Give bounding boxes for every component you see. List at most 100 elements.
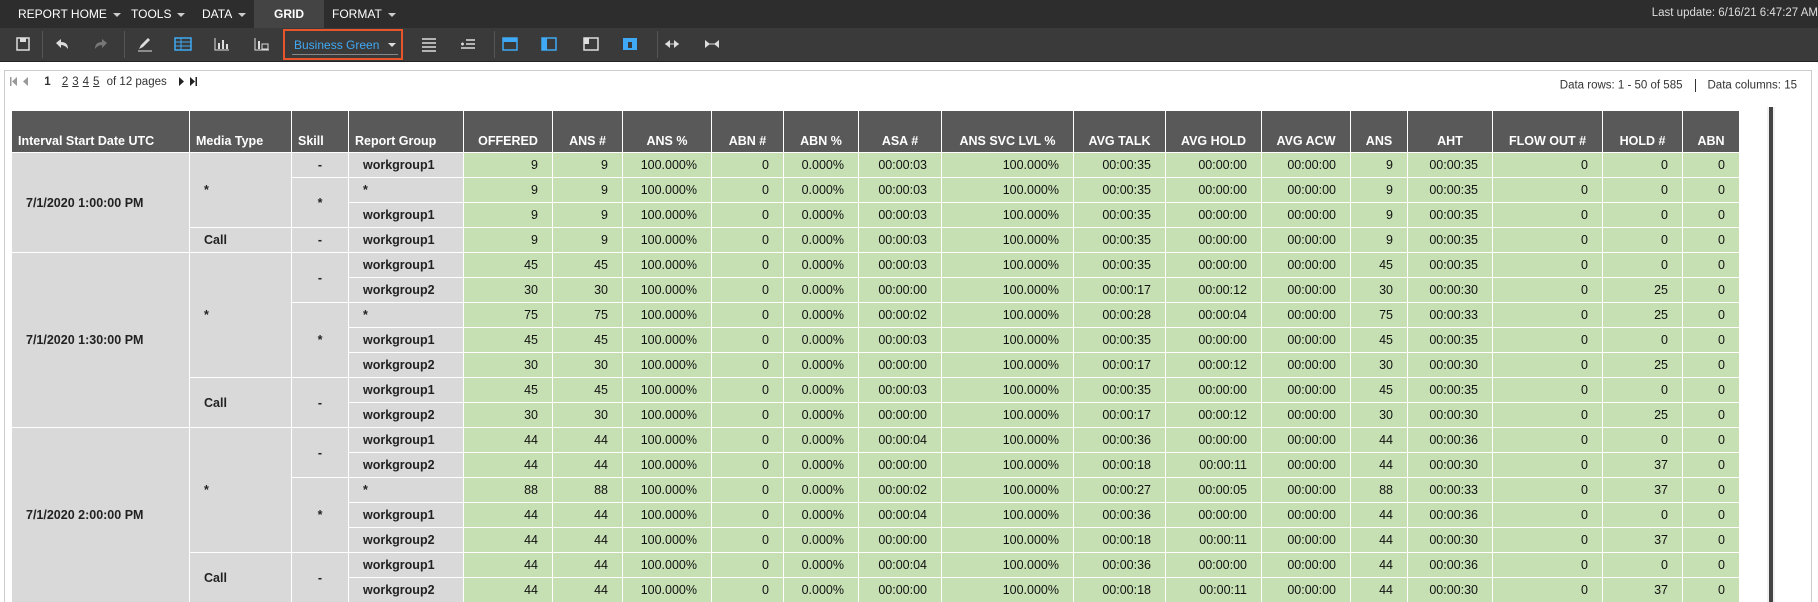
value-cell: 00:00:00 [1261,152,1351,178]
value-cell: 0 [1492,252,1603,278]
column-header[interactable]: Skill [291,110,349,153]
report-group-cell: workgroup1 [348,152,464,178]
value-cell: 00:00:03 [858,252,942,278]
grid-chart-button[interactable] [251,34,273,54]
lock-button[interactable] [619,34,641,54]
undo-button[interactable] [51,34,73,54]
page-link[interactable]: 3 [72,76,79,88]
value-cell: 00:00:18 [1073,527,1166,553]
value-cell: 0 [1492,302,1603,328]
column-header[interactable]: AVG HOLD [1165,110,1262,153]
value-cell: 00:00:00 [1261,477,1351,503]
column-header[interactable]: FLOW OUT # [1492,110,1603,153]
column-header[interactable]: HOLD # [1602,110,1683,153]
grid-view-button[interactable] [172,34,194,54]
value-cell: 00:00:17 [1073,402,1166,428]
value-cell: 0 [1492,427,1603,453]
menu-label: TOOLS [131,7,172,21]
page-link[interactable]: 2 [61,76,69,88]
expand-button[interactable] [661,34,683,54]
value-cell: 44 [1350,577,1408,602]
column-header[interactable]: OFFERED [463,110,553,153]
header-row-button[interactable] [499,34,521,54]
value-cell: 00:00:18 [1073,452,1166,478]
value-cell: 25 [1602,277,1683,303]
chart-view-button[interactable] [211,34,233,54]
column-header[interactable]: ASA # [858,110,942,153]
skill-cell: - [291,427,349,478]
page-link[interactable]: 5 [93,76,100,88]
pager-first-prev[interactable] [9,76,41,87]
pager-next-last[interactable] [176,76,206,87]
report-group-cell: workgroup2 [348,452,464,478]
value-cell: 00:00:36 [1407,552,1493,578]
theme-label: Business Green [294,38,380,52]
column-header[interactable]: AHT [1407,110,1493,153]
column-header[interactable]: ANS # [552,110,623,153]
grid-row: workgroup2 30 30 100.000% 0 0.000% 00:00:00 100… [12,402,1740,428]
page-link[interactable]: 4 [82,76,90,88]
value-cell: 0 [711,502,784,528]
menu-grid[interactable]: GRID [254,0,324,28]
value-cell: 0 [1492,277,1603,303]
value-cell: 00:00:35 [1407,202,1493,228]
value-cell: 00:00:28 [1073,302,1166,328]
column-header[interactable]: ABN [1682,110,1740,153]
value-cell: 0 [711,452,784,478]
separator [124,31,125,58]
value-cell: 0.000% [783,452,859,478]
value-cell: 44 [463,577,553,602]
column-header[interactable]: Interval Start Date UTC [11,110,190,153]
insert-button[interactable] [457,34,479,54]
value-cell: 100.000% [941,477,1074,503]
value-cell: 100.000% [622,577,712,602]
value-cell: 00:00:02 [858,477,942,503]
menu-format[interactable]: FORMAT [322,0,406,28]
menu-data[interactable]: DATA [192,0,256,28]
value-cell: 0.000% [783,527,859,553]
menu-report-home[interactable]: REPORT HOME [8,0,131,28]
value-cell: 0 [1602,252,1683,278]
column-header[interactable]: ABN % [783,110,859,153]
value-cell: 00:00:05 [1165,477,1262,503]
value-cell: 9 [1350,177,1408,203]
value-cell: 0 [1682,477,1740,503]
column-header[interactable]: ABN # [711,110,784,153]
value-cell: 9 [463,227,553,253]
value-cell: 0 [711,427,784,453]
value-cell: 0.000% [783,352,859,378]
column-header[interactable]: Media Type [189,110,292,153]
report-grid: Interval Start Date UTC Media Type Skill Re… [11,110,1740,602]
value-cell: 100.000% [941,527,1074,553]
value-cell: 00:00:35 [1407,377,1493,403]
menu-tools[interactable]: TOOLS [121,0,195,28]
value-cell: 00:00:00 [1165,377,1262,403]
value-cell: 30 [552,402,623,428]
collapse-button[interactable] [701,34,723,54]
value-cell: 0 [1602,327,1683,353]
column-header[interactable]: Report Group [348,110,464,153]
save-button[interactable] [12,34,34,54]
column-header[interactable]: ANS % [622,110,712,153]
report-group-cell: * [348,302,464,328]
merge-button[interactable] [580,34,602,54]
column-header[interactable]: ANS SVC LVL % [941,110,1074,153]
value-cell: 0 [711,277,784,303]
value-cell: 0 [1492,477,1603,503]
header-col-button[interactable] [538,34,560,54]
outline-button[interactable] [418,34,440,54]
column-header[interactable]: AVG TALK [1073,110,1166,153]
report-group-cell: * [348,177,464,203]
value-cell: 0 [1492,152,1603,178]
value-cell: 9 [463,152,553,178]
value-cell: 30 [463,402,553,428]
pager-current[interactable]: 1 [44,76,51,88]
edit-button[interactable] [134,34,156,54]
redo-button[interactable] [90,34,112,54]
column-header[interactable]: AVG ACW [1261,110,1351,153]
scrollbar-thumb[interactable] [1769,107,1773,602]
value-cell: 37 [1602,577,1683,602]
column-header[interactable]: ANS [1350,110,1408,153]
theme-dropdown[interactable]: Business Green [292,36,398,55]
